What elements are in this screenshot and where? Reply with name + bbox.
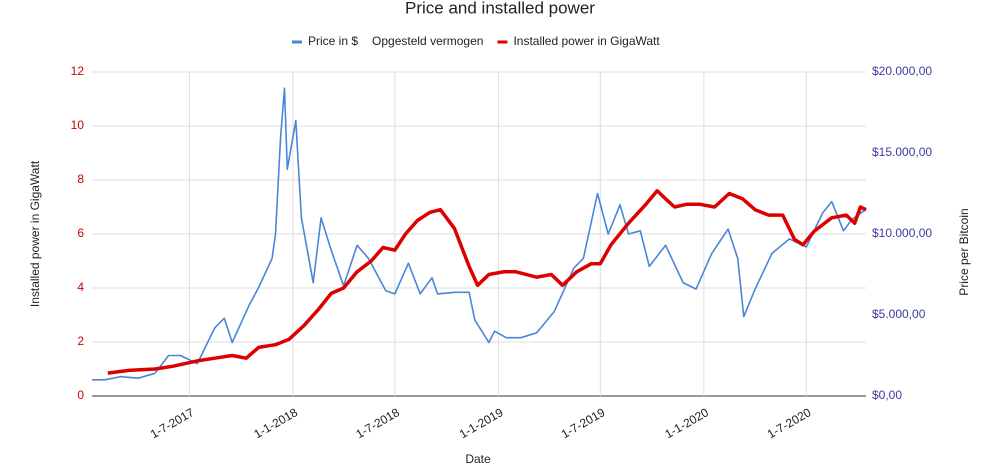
y-tick-label: 10 [71, 118, 85, 132]
y-tick-label: 6 [77, 226, 84, 240]
legend-label: Price in $ [308, 34, 358, 48]
y-tick-label: 8 [77, 172, 84, 186]
x-tick-label: 1-7-2019 [559, 405, 608, 441]
x-tick-label: 1-1-2018 [251, 405, 300, 441]
y2-tick-label: $5.000,00 [872, 307, 926, 321]
y-tick-label: 4 [77, 280, 84, 294]
y-tick-label: 12 [71, 64, 85, 78]
x-tick-label: 1-1-2019 [457, 405, 506, 441]
y2-tick-label: $0,00 [872, 388, 902, 402]
x-tick-label: 1-7-2018 [353, 405, 402, 441]
y2-tick-label: $20.000,00 [872, 64, 932, 78]
y-axis-label: Installed power in GigaWatt [28, 160, 42, 307]
x-tick-label: 1-7-2020 [765, 405, 814, 441]
y2-tick-label: $10.000,00 [872, 226, 932, 240]
y-tick-label: 2 [77, 334, 84, 348]
y2-tick-label: $15.000,00 [872, 145, 932, 159]
series-line [107, 189, 867, 375]
x-tick-label: 1-1-2020 [662, 405, 711, 441]
legend-label: Opgesteld vermogen [372, 34, 483, 48]
y2-axis-label: Price per Bitcoin [957, 208, 971, 295]
series-line [92, 87, 867, 381]
y-tick-label: 0 [77, 388, 84, 402]
chart-title: Price and installed power [405, 0, 595, 17]
legend-label: Installed power in GigaWatt [513, 34, 660, 48]
x-axis-label: Date [465, 452, 491, 466]
x-tick-label: 1-7-2017 [148, 405, 197, 441]
